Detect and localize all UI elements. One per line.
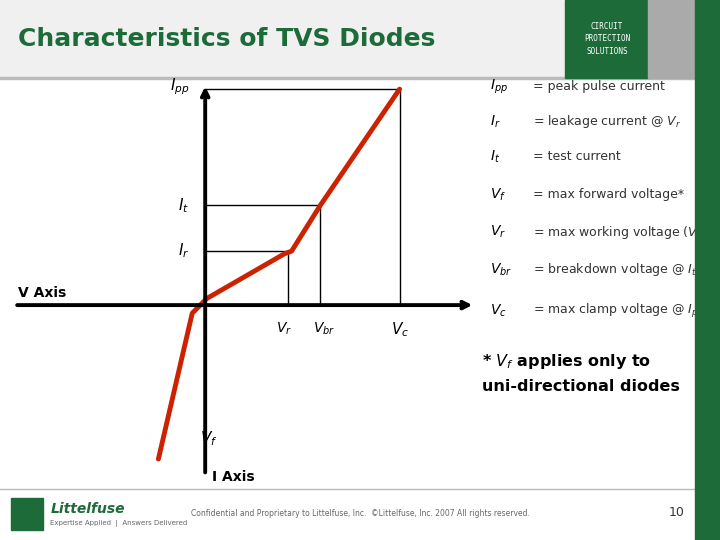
Text: 10: 10 [669, 507, 685, 519]
Text: $I_t$: $I_t$ [179, 196, 189, 214]
Text: $V_f$: $V_f$ [200, 429, 217, 448]
Text: = breakdown voltage @ $I_t$: = breakdown voltage @ $I_t$ [533, 261, 697, 279]
Bar [695, 0, 720, 540]
Text: $V_c$: $V_c$ [490, 302, 506, 319]
Bar [0, 489, 216, 540]
Text: = test current: = test current [533, 150, 621, 163]
Text: Characteristics of TVS Diodes: Characteristics of TVS Diodes [18, 27, 436, 51]
Text: * $V_f$ applies only to: * $V_f$ applies only to [482, 352, 652, 372]
Text: Expertise Applied  |  Answers Delivered: Expertise Applied | Answers Delivered [50, 521, 188, 527]
Text: $I_r$: $I_r$ [178, 242, 189, 260]
Text: $V_c$: $V_c$ [390, 320, 409, 339]
Text: $I_t$: $I_t$ [490, 148, 500, 165]
Bar [648, 0, 695, 78]
Text: CIRCUIT
PROTECTION
SOLUTIONS: CIRCUIT PROTECTION SOLUTIONS [584, 22, 630, 56]
Text: = max forward voltage*: = max forward voltage* [533, 188, 684, 201]
Text: $V_{br}$: $V_{br}$ [313, 320, 335, 336]
Text: $I_{pp}$: $I_{pp}$ [170, 76, 189, 97]
Text: $V_{br}$: $V_{br}$ [490, 262, 512, 278]
Bar [0, 0, 565, 78]
Text: $I_r$: $I_r$ [490, 113, 500, 130]
Text: = leakage current @ $V_r$: = leakage current @ $V_r$ [533, 113, 681, 130]
Text: $V_r$: $V_r$ [276, 320, 292, 336]
Text: = max working voltage ($V_s$ ): = max working voltage ($V_s$ ) [533, 224, 711, 241]
Text: uni-directional diodes: uni-directional diodes [482, 379, 680, 394]
Text: $V_f$: $V_f$ [490, 186, 505, 202]
Text: Confidential and Proprietary to Littelfuse, Inc.  ©Littelfuse, Inc. 2007 All rig: Confidential and Proprietary to Littelfu… [191, 509, 529, 517]
Text: $I_{pp}$: $I_{pp}$ [490, 77, 508, 96]
Bar [11, 498, 43, 530]
Text: V Axis: V Axis [18, 286, 66, 300]
Text: Littelfuse: Littelfuse [50, 502, 125, 516]
Text: $V_r$: $V_r$ [490, 224, 505, 240]
Text: = max clamp voltage @ $I_{pp}$: = max clamp voltage @ $I_{pp}$ [533, 301, 704, 320]
Text: I Axis: I Axis [212, 470, 255, 484]
Text: = peak pulse current: = peak pulse current [533, 80, 665, 93]
Bar [565, 0, 648, 78]
